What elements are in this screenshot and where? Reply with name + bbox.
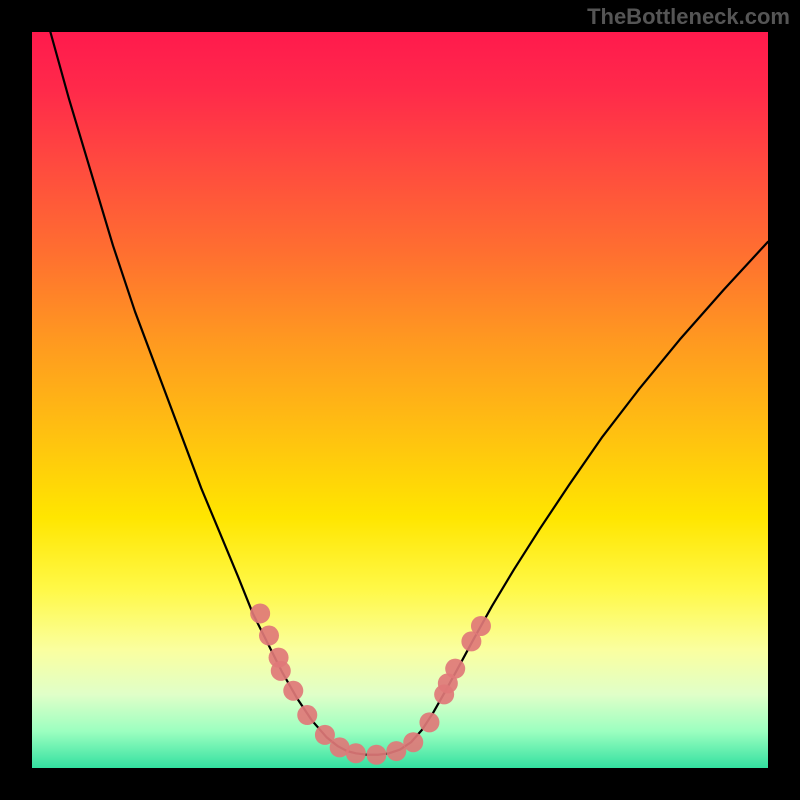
data-marker [283, 681, 303, 701]
data-marker [366, 745, 386, 765]
plot-area [32, 32, 768, 768]
data-marker [271, 661, 291, 681]
chart-root: TheBottleneck.com [0, 0, 800, 800]
data-marker [386, 741, 406, 761]
data-marker [445, 659, 465, 679]
data-marker [403, 732, 423, 752]
watermark-text: TheBottleneck.com [587, 4, 790, 30]
data-marker [250, 603, 270, 623]
data-marker [297, 705, 317, 725]
markers-layer [32, 32, 768, 768]
data-marker [346, 743, 366, 763]
data-marker [419, 712, 439, 732]
data-marker [259, 626, 279, 646]
data-marker [471, 616, 491, 636]
